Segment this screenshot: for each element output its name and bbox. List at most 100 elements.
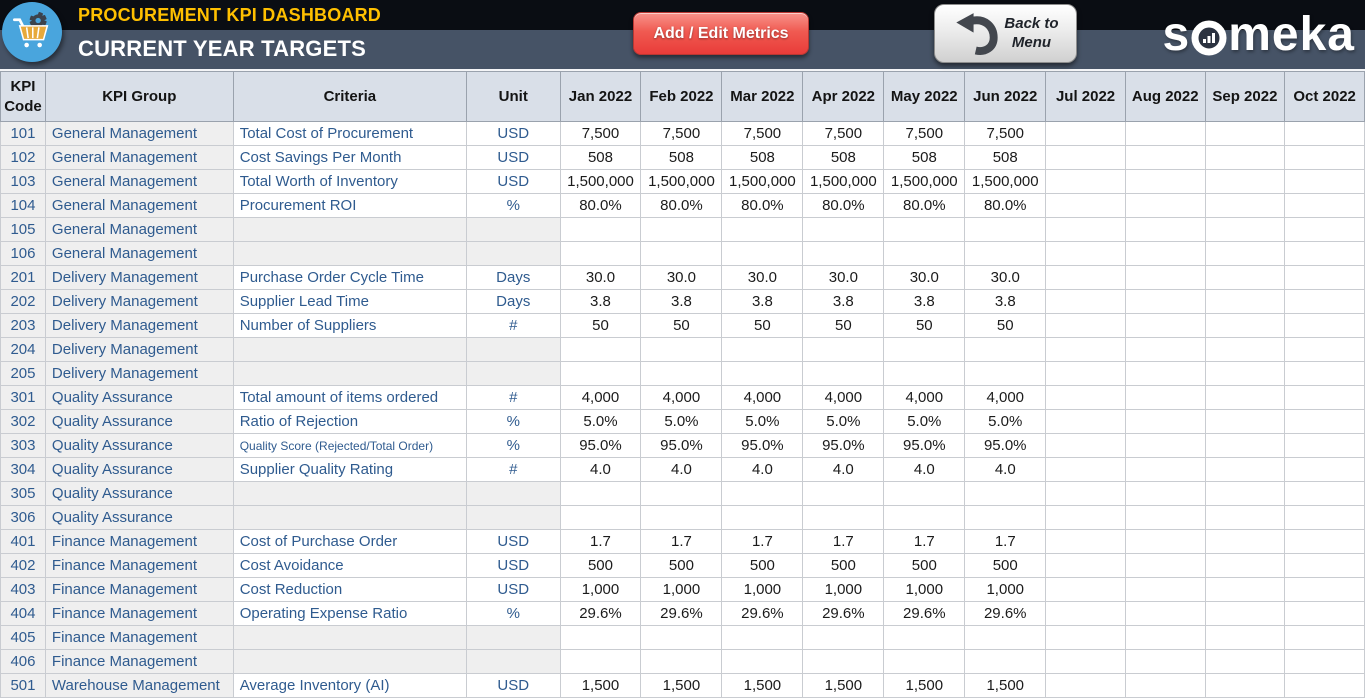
month-value-cell[interactable] xyxy=(640,217,723,242)
month-value-cell[interactable] xyxy=(802,241,885,266)
month-value-cell[interactable]: 30.0 xyxy=(883,265,966,290)
kpi-code-cell[interactable]: 106 xyxy=(0,241,46,266)
month-value-cell[interactable] xyxy=(1204,505,1286,530)
kpi-group-cell[interactable]: Finance Management xyxy=(44,601,234,626)
month-value-cell[interactable]: 29.6% xyxy=(721,601,804,626)
month-value-cell[interactable]: 1,000 xyxy=(559,577,642,602)
criteria-cell[interactable] xyxy=(232,625,467,650)
kpi-code-cell[interactable]: 403 xyxy=(0,577,46,602)
month-value-cell[interactable] xyxy=(1284,673,1365,698)
kpi-group-cell[interactable]: General Management xyxy=(44,121,234,146)
month-value-cell[interactable] xyxy=(802,481,885,506)
month-value-cell[interactable] xyxy=(1284,481,1365,506)
month-value-cell[interactable]: 5.0% xyxy=(883,409,966,434)
month-value-cell[interactable] xyxy=(1284,649,1365,674)
month-value-cell[interactable]: 1,500,000 xyxy=(802,169,885,194)
kpi-group-cell[interactable]: General Management xyxy=(44,241,234,266)
month-value-cell[interactable] xyxy=(1045,433,1126,458)
month-value-cell[interactable] xyxy=(1124,145,1206,170)
kpi-group-cell[interactable]: Finance Management xyxy=(44,649,234,674)
kpi-group-cell[interactable]: Quality Assurance xyxy=(44,481,234,506)
unit-cell[interactable]: USD xyxy=(465,145,561,170)
month-value-cell[interactable]: 4.0 xyxy=(559,457,642,482)
month-value-cell[interactable] xyxy=(1124,529,1206,554)
month-value-cell[interactable] xyxy=(1124,289,1206,314)
kpi-group-cell[interactable]: Delivery Management xyxy=(44,265,234,290)
month-value-cell[interactable] xyxy=(640,649,723,674)
month-value-cell[interactable] xyxy=(1284,289,1365,314)
month-value-cell[interactable]: 1,500 xyxy=(721,673,804,698)
kpi-code-cell[interactable]: 205 xyxy=(0,361,46,386)
month-value-cell[interactable]: 1,500 xyxy=(559,673,642,698)
month-value-cell[interactable] xyxy=(964,505,1047,530)
month-value-cell[interactable] xyxy=(1124,193,1206,218)
month-value-cell[interactable] xyxy=(1124,649,1206,674)
unit-cell[interactable]: # xyxy=(465,385,561,410)
month-value-cell[interactable]: 80.0% xyxy=(964,193,1047,218)
unit-cell[interactable] xyxy=(465,625,561,650)
month-value-cell[interactable] xyxy=(1124,577,1206,602)
criteria-cell[interactable]: Total amount of items ordered xyxy=(232,385,467,410)
month-value-cell[interactable] xyxy=(1045,625,1126,650)
month-value-cell[interactable]: 4.0 xyxy=(883,457,966,482)
month-value-cell[interactable]: 30.0 xyxy=(640,265,723,290)
month-value-cell[interactable] xyxy=(721,625,804,650)
month-value-cell[interactable] xyxy=(1284,313,1365,338)
month-value-cell[interactable]: 4,000 xyxy=(802,385,885,410)
month-value-cell[interactable]: 7,500 xyxy=(883,121,966,146)
month-value-cell[interactable] xyxy=(1284,625,1365,650)
month-value-cell[interactable] xyxy=(1204,385,1286,410)
unit-cell[interactable] xyxy=(465,481,561,506)
month-value-cell[interactable] xyxy=(1204,217,1286,242)
month-value-cell[interactable] xyxy=(964,625,1047,650)
unit-cell[interactable] xyxy=(465,217,561,242)
kpi-group-cell[interactable]: Quality Assurance xyxy=(44,385,234,410)
month-value-cell[interactable] xyxy=(1204,313,1286,338)
kpi-code-cell[interactable]: 406 xyxy=(0,649,46,674)
month-value-cell[interactable] xyxy=(1284,385,1365,410)
month-value-cell[interactable]: 500 xyxy=(964,553,1047,578)
criteria-cell[interactable] xyxy=(232,337,467,362)
kpi-code-cell[interactable]: 201 xyxy=(0,265,46,290)
month-value-cell[interactable] xyxy=(802,217,885,242)
month-value-cell[interactable]: 80.0% xyxy=(721,193,804,218)
month-value-cell[interactable] xyxy=(721,217,804,242)
kpi-group-cell[interactable]: General Management xyxy=(44,169,234,194)
kpi-code-cell[interactable]: 103 xyxy=(0,169,46,194)
month-value-cell[interactable] xyxy=(1045,217,1126,242)
unit-cell[interactable] xyxy=(465,361,561,386)
criteria-cell[interactable]: Cost of Purchase Order xyxy=(232,529,467,554)
month-value-cell[interactable]: 4.0 xyxy=(721,457,804,482)
month-value-cell[interactable] xyxy=(964,241,1047,266)
month-value-cell[interactable]: 95.0% xyxy=(559,433,642,458)
month-value-cell[interactable] xyxy=(1045,577,1126,602)
kpi-group-cell[interactable]: General Management xyxy=(44,145,234,170)
month-value-cell[interactable] xyxy=(1284,217,1365,242)
kpi-group-cell[interactable]: General Management xyxy=(44,193,234,218)
month-value-cell[interactable]: 50 xyxy=(559,313,642,338)
month-value-cell[interactable]: 95.0% xyxy=(640,433,723,458)
month-value-cell[interactable] xyxy=(1124,337,1206,362)
unit-cell[interactable] xyxy=(465,241,561,266)
month-value-cell[interactable]: 1,000 xyxy=(883,577,966,602)
month-value-cell[interactable]: 508 xyxy=(640,145,723,170)
month-value-cell[interactable] xyxy=(1124,433,1206,458)
criteria-cell[interactable]: Procurement ROI xyxy=(232,193,467,218)
month-value-cell[interactable] xyxy=(883,505,966,530)
kpi-code-cell[interactable]: 101 xyxy=(0,121,46,146)
unit-cell[interactable]: % xyxy=(465,433,561,458)
month-value-cell[interactable]: 1,000 xyxy=(802,577,885,602)
month-value-cell[interactable] xyxy=(1124,361,1206,386)
month-value-cell[interactable]: 500 xyxy=(559,553,642,578)
month-value-cell[interactable] xyxy=(1045,121,1126,146)
criteria-cell[interactable]: Operating Expense Ratio xyxy=(232,601,467,626)
month-value-cell[interactable] xyxy=(559,217,642,242)
month-value-cell[interactable] xyxy=(1204,361,1286,386)
month-value-cell[interactable]: 4,000 xyxy=(640,385,723,410)
month-value-cell[interactable] xyxy=(559,481,642,506)
month-value-cell[interactable] xyxy=(1045,481,1126,506)
month-value-cell[interactable] xyxy=(1204,265,1286,290)
criteria-cell[interactable] xyxy=(232,217,467,242)
month-value-cell[interactable] xyxy=(802,337,885,362)
month-value-cell[interactable] xyxy=(1284,265,1365,290)
